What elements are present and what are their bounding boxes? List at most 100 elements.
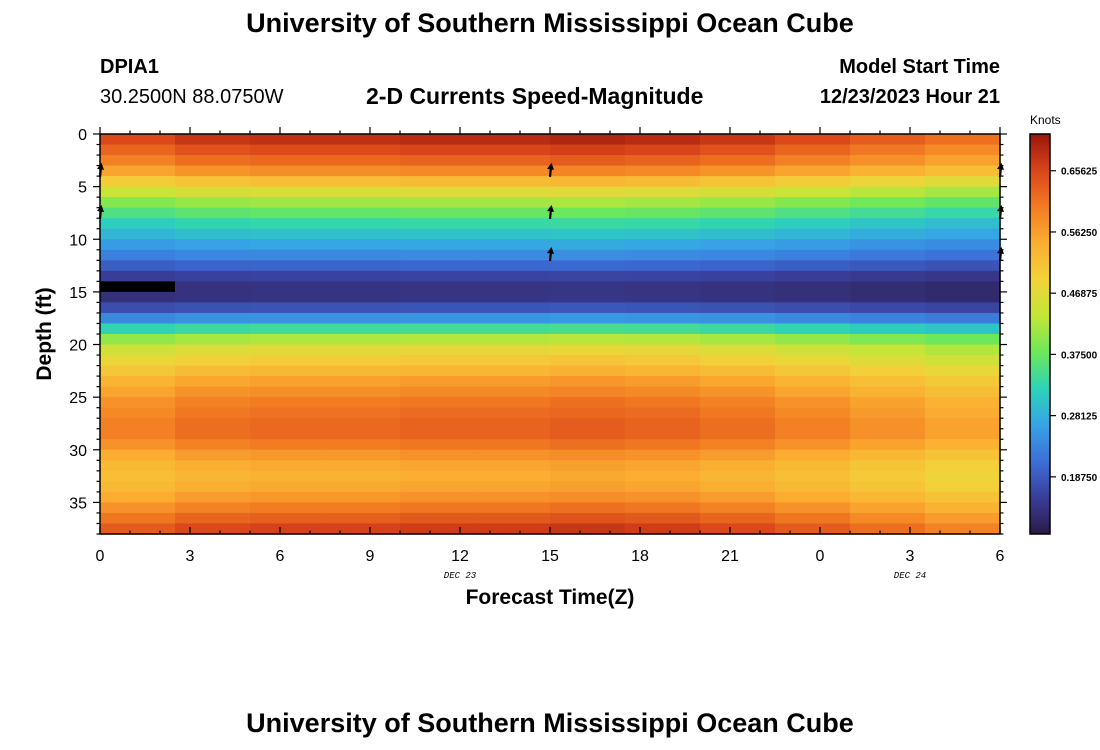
heatmap-cell: [100, 312, 176, 325]
heatmap-cell: [475, 365, 551, 377]
heatmap-cell: [775, 376, 851, 388]
heatmap-cell: [475, 323, 551, 335]
heatmap-cell: [250, 470, 326, 482]
heatmap-cell: [700, 449, 776, 461]
heatmap-cell: [775, 355, 851, 367]
heatmap-cell: [625, 355, 701, 367]
heatmap-cell: [175, 481, 251, 493]
heatmap-cell: [100, 176, 176, 188]
heatmap-cell: [550, 176, 626, 188]
heatmap-cell: [625, 249, 701, 261]
x-tick-label: 0: [96, 548, 105, 565]
heatmap-cell: [325, 312, 401, 325]
heatmap-cell: [925, 134, 1001, 146]
heatmap-cell: [775, 197, 851, 209]
heatmap-cell: [175, 186, 251, 198]
heatmap-cell: [325, 302, 401, 314]
y-axis-label: Depth (ft): [33, 287, 56, 380]
heatmap-cell: [850, 281, 926, 293]
heatmap-cell: [850, 186, 926, 198]
heatmap-cell: [325, 197, 401, 209]
heatmap-cell: [700, 512, 776, 525]
heatmap-cell: [700, 470, 776, 482]
heatmap-cell: [400, 144, 476, 156]
heatmap-cell: [700, 523, 776, 535]
heatmap-cell: [250, 523, 326, 535]
heatmap-cell: [775, 302, 851, 314]
heatmap-cell: [925, 439, 1001, 451]
date-label: DEC 23: [444, 571, 477, 581]
heatmap-cell: [175, 260, 251, 272]
x-tick-label: 15: [541, 548, 559, 565]
heatmap-cell: [925, 407, 1001, 419]
heatmap-cell: [550, 291, 626, 304]
heatmap-cell: [625, 207, 701, 219]
heatmap-cell: [550, 144, 626, 156]
heatmap-cell: [925, 281, 1001, 293]
heatmap-cell: [625, 491, 701, 504]
heatmap-cell: [250, 312, 326, 325]
heatmap-cell: [400, 134, 476, 146]
heatmap-cell: [925, 365, 1001, 377]
heatmap-cell: [175, 512, 251, 525]
heatmap-cell: [100, 481, 176, 493]
heatmap-cell: [850, 439, 926, 451]
heatmap-cell: [700, 281, 776, 293]
heatmap-cell: [400, 312, 476, 325]
heatmap-cell: [925, 418, 1001, 430]
heatmap-cell: [550, 249, 626, 261]
heatmap-cell: [325, 228, 401, 240]
heatmap-cell: [550, 207, 626, 219]
heatmap-cell: [925, 502, 1001, 514]
heatmap-cell: [700, 481, 776, 493]
heatmap-cell: [100, 291, 176, 304]
heatmap-cell: [100, 428, 176, 440]
heatmap-cell: [400, 302, 476, 314]
station-coordinates: 30.2500N 88.0750W: [100, 86, 284, 108]
heatmap-cell: [775, 218, 851, 230]
heatmap-cell: [400, 449, 476, 461]
heatmap-cell: [475, 397, 551, 409]
heatmap-cell: [850, 418, 926, 430]
heatmap-cell: [775, 270, 851, 282]
heatmap-cell: [700, 165, 776, 177]
heatmap-cell: [625, 186, 701, 198]
heatmap-cell: [925, 186, 1001, 198]
heatmap-cell: [475, 207, 551, 219]
heatmap-cell: [475, 134, 551, 146]
heatmap-cell: [925, 239, 1001, 251]
current-vector-arrow: [547, 162, 554, 177]
heatmap-cell: [325, 218, 401, 230]
heatmap-cell: [250, 207, 326, 219]
heatmap-cell: [550, 418, 626, 430]
heatmap-cell: [250, 323, 326, 335]
heatmap-cell: [550, 365, 626, 377]
heatmap-cell: [400, 281, 476, 293]
heatmap-cell: [250, 491, 326, 504]
heatmap-cell: [775, 249, 851, 261]
heatmap-cell: [775, 334, 851, 346]
heatmap-cell: [700, 334, 776, 346]
heatmap-cell: [325, 165, 401, 177]
heatmap-cell: [100, 186, 176, 198]
heatmap-cell: [325, 502, 401, 514]
heatmap-cell: [175, 312, 251, 325]
heatmap-cell: [100, 228, 176, 240]
heatmap-cell: [550, 134, 626, 146]
heatmap-cell: [700, 428, 776, 440]
heatmap-cell: [550, 334, 626, 346]
heatmap-cell: [925, 260, 1001, 272]
heatmap-cell: [550, 228, 626, 240]
heatmap-cell: [475, 291, 551, 304]
heatmap-cell: [700, 407, 776, 419]
y-tick-label: 25: [69, 390, 87, 407]
heatmap-cell: [550, 481, 626, 493]
heatmap-cell: [325, 397, 401, 409]
heatmap-cell: [475, 491, 551, 504]
colorbar-tick-label: 0.56250: [1061, 228, 1098, 239]
heatmap-cell: [625, 281, 701, 293]
heatmap-cell: [175, 165, 251, 177]
heatmap-cell: [475, 376, 551, 388]
heatmap-cell: [175, 418, 251, 430]
heatmap-cell: [100, 355, 176, 367]
